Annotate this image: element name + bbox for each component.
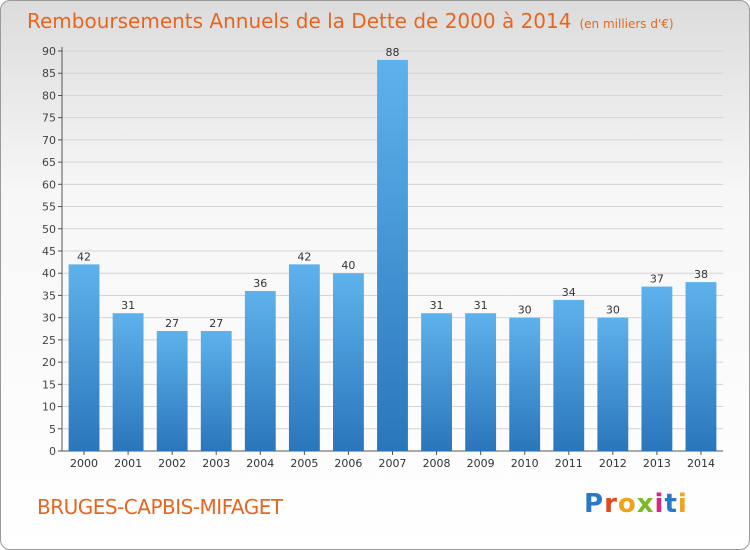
y-tick-label: 50: [42, 223, 56, 236]
logo-letter: r: [604, 489, 618, 519]
x-tick-label: 2010: [511, 457, 539, 470]
y-tick-label: 80: [42, 89, 56, 102]
bar: [553, 299, 585, 451]
y-tick-label: 45: [42, 245, 56, 258]
bar-value-label: 31: [121, 299, 135, 312]
x-tick-label: 2014: [687, 457, 715, 470]
y-tick-label: 90: [42, 45, 56, 58]
y-tick-label: 0: [49, 445, 56, 458]
bar: [421, 313, 452, 451]
x-tick-label: 2001: [114, 457, 142, 470]
bar-value-label: 30: [518, 304, 532, 317]
y-tick-label: 20: [42, 356, 56, 369]
bar-value-label: 34: [562, 286, 576, 299]
x-tick-label: 2009: [467, 457, 495, 470]
x-tick-label: 2002: [158, 457, 186, 470]
bar: [597, 317, 629, 451]
bar: [244, 291, 276, 451]
y-tick-label: 70: [42, 134, 56, 147]
commune-name: BRUGES-CAPBIS-MIFAGET: [37, 495, 283, 519]
bar-value-label: 88: [386, 46, 400, 59]
logo-letter: x: [636, 489, 655, 519]
logo-letter: i: [677, 489, 688, 519]
bar-value-label: 42: [297, 250, 311, 263]
x-tick-label: 2008: [423, 457, 451, 470]
bar: [465, 313, 497, 451]
y-tick-label: 60: [42, 178, 56, 191]
bar-value-label: 27: [165, 317, 179, 330]
bar-value-label: 42: [77, 250, 91, 263]
chart-unit: (en milliers d'€): [579, 17, 674, 31]
y-tick-label: 35: [42, 289, 56, 302]
y-tick-label: 10: [42, 401, 56, 414]
logo-letter: P: [584, 489, 605, 519]
axis-layer: 0 5 10 15 20 25 30 35 40 45 50 55 60 65 70 75 80 85 90 2000…: [42, 45, 723, 470]
logo-letter: t: [664, 489, 678, 519]
chart-title: Remboursements Annuels de la Dette de 20…: [27, 9, 674, 33]
bar-value-label: 27: [209, 317, 223, 330]
x-tick-label: 2004: [246, 457, 274, 470]
x-tick-label: 2012: [599, 457, 627, 470]
bar-value-label: 37: [650, 273, 664, 286]
bar: [288, 264, 320, 451]
bar-layer: 42 31 27 27 36 42 40 88 31 31 30 34 30 37 38: [68, 46, 717, 452]
y-tick-label: 30: [42, 312, 56, 325]
logo-letter: i: [654, 489, 665, 519]
y-tick-label: 5: [49, 423, 56, 436]
bar-value-label: 30: [606, 304, 620, 317]
proxiti-logo[interactable]: Proxiti: [584, 489, 688, 519]
x-tick-label: 2013: [643, 457, 671, 470]
y-tick-label: 40: [42, 267, 56, 280]
bar-value-label: 38: [694, 268, 708, 281]
bar: [156, 331, 188, 451]
x-tick-label: 2000: [70, 457, 98, 470]
bar: [68, 264, 100, 451]
logo-letter: o: [617, 489, 637, 519]
y-tick-label: 55: [42, 201, 56, 214]
y-tick-label: 25: [42, 334, 56, 347]
chart-title-text: Remboursements Annuels de la Dette de 20…: [27, 9, 572, 33]
bar: [509, 317, 541, 451]
y-tick-label: 85: [42, 67, 56, 80]
bar: [112, 313, 144, 451]
bar-value-label: 40: [341, 259, 355, 272]
bar-value-label: 31: [430, 299, 444, 312]
x-tick-label: 2011: [555, 457, 583, 470]
y-tick-label: 15: [42, 378, 56, 391]
bar-value-label: 31: [474, 299, 488, 312]
x-tick-label: 2007: [379, 457, 407, 470]
bar: [641, 286, 673, 451]
x-tick-label: 2006: [334, 457, 362, 470]
y-tick-label: 75: [42, 112, 56, 125]
x-tick-label: 2003: [202, 457, 230, 470]
y-tick-label: 65: [42, 156, 56, 169]
x-tick-label: 2005: [290, 457, 318, 470]
bar: [377, 59, 408, 452]
bar: [200, 331, 232, 451]
bar: [333, 273, 364, 451]
bar: [685, 282, 717, 451]
bar-value-label: 36: [253, 277, 267, 290]
